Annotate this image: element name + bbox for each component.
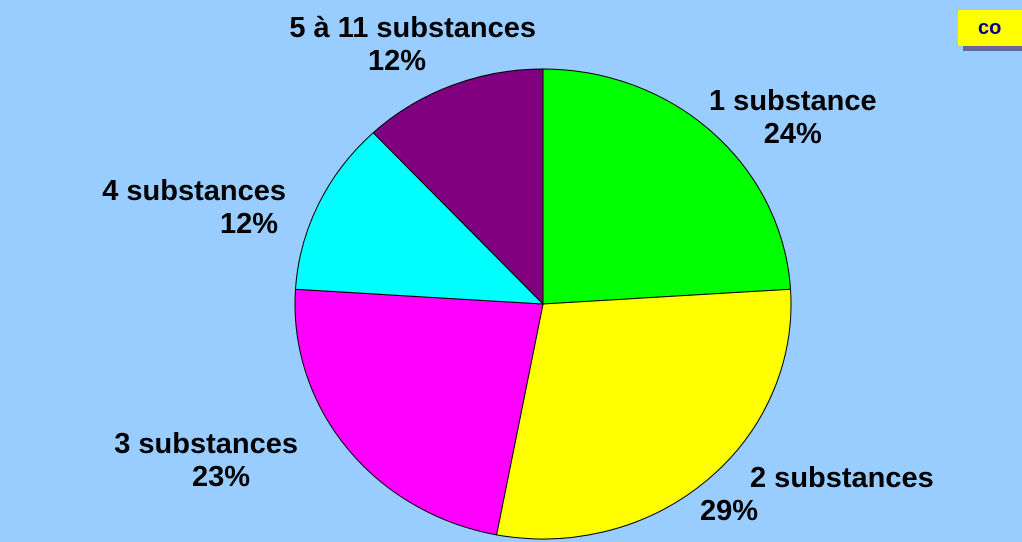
slice-5-name: 5 à 11 substances: [289, 12, 536, 44]
label-slice-5: 5 à 11 substances 12%: [196, 12, 536, 78]
badge-text: co: [978, 17, 1002, 39]
pie-slice-3: [294, 288, 544, 536]
pie-slice-2: [495, 288, 792, 540]
label-slice-1: 1 substance 24%: [709, 85, 877, 151]
pie-slice-1: [542, 68, 792, 305]
label-slice-4: 4 substances 12%: [21, 175, 286, 241]
top-right-badge: co: [958, 10, 1022, 46]
slice-4-name: 4 substances: [102, 175, 286, 207]
slice-2-name: 2 substances: [750, 462, 934, 494]
slice-5-percent: 12%: [367, 45, 426, 77]
label-slice-3: 3 substances 23%: [33, 428, 298, 494]
slice-3-percent: 23%: [191, 461, 250, 493]
slice-3-name: 3 substances: [114, 428, 298, 460]
slice-2-percent: 29%: [700, 495, 759, 527]
slice-1-name: 1 substance: [709, 85, 877, 117]
pie-slice-5: [372, 68, 544, 306]
slice-1-percent: 24%: [763, 118, 822, 150]
pie-slice-4: [294, 132, 545, 305]
slice-4-percent: 12%: [219, 208, 278, 240]
label-slice-2: 2 substances 29%: [700, 462, 934, 528]
